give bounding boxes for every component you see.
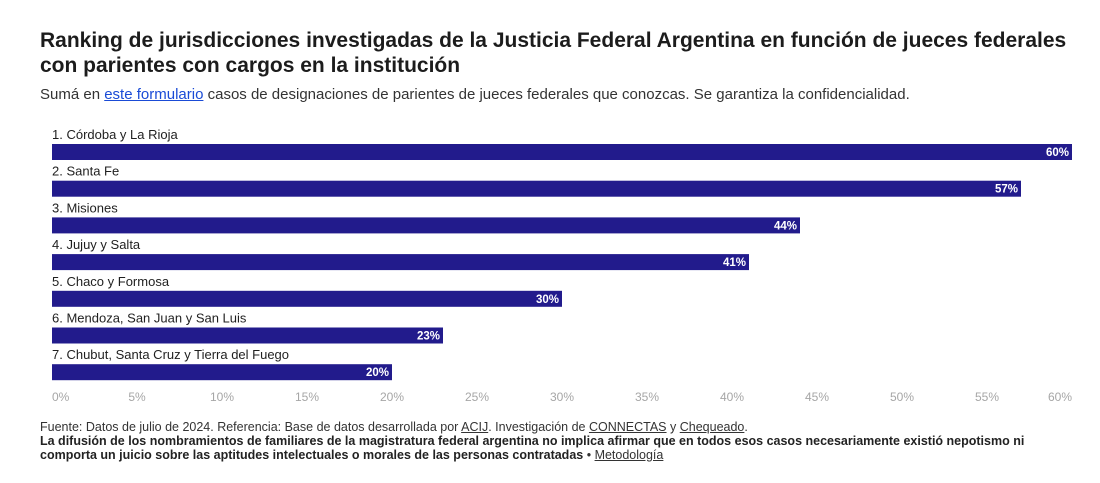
bar <box>52 254 749 271</box>
category-label: 4. Jujuy y Salta <box>52 237 141 252</box>
bar-value-label: 44% <box>774 220 797 232</box>
category-label: 2. Santa Fe <box>52 164 119 179</box>
x-tick-label: 60% <box>1048 390 1072 404</box>
bar-chart: 1. Córdoba y La Rioja 60% 2. Santa Fe 57% 3.… <box>52 127 1072 404</box>
subtitle-text-start: Sumá en <box>40 86 105 103</box>
source-text-c: y <box>666 420 680 434</box>
x-tick-label: 10% <box>210 390 234 404</box>
connectas-link[interactable]: CONNECTAS <box>588 420 667 434</box>
acij-link[interactable]: ACIJ <box>461 420 489 434</box>
x-tick-label: 0% <box>52 390 70 404</box>
category-label: 6. Mendoza, San Juan y San Luis <box>52 311 247 326</box>
chart-subtitle: Sumá en este formulario casos de designa… <box>40 85 1080 105</box>
category-label: 3. Misiones <box>52 200 118 215</box>
x-tick-label: 20% <box>380 390 404 404</box>
x-tick-label: 40% <box>720 390 744 404</box>
x-tick-label: 35% <box>635 390 659 404</box>
x-tick-label: 5% <box>128 390 146 404</box>
bar-value-label: 57% <box>995 184 1018 196</box>
footer: Fuente: Datos de julio de 2024. Referenc… <box>40 420 1080 462</box>
disclaimer: La difusión de los nombramientos de fami… <box>40 434 1080 462</box>
bar-value-label: 23% <box>417 331 440 343</box>
bar-value-label: 20% <box>366 367 389 379</box>
category-label: 1. Córdoba y La Rioja <box>52 127 179 142</box>
x-tick-label: 25% <box>465 390 489 404</box>
disclaimer-text: La difusión de los nombramientos de fami… <box>40 434 1025 462</box>
source-text-b: . Investigación de <box>488 420 589 434</box>
form-link[interactable]: este formulario <box>104 86 204 103</box>
bar-value-label: 60% <box>1046 147 1069 159</box>
chart-title: Ranking de jurisdicciones investigadas d… <box>40 29 1067 77</box>
separator: • <box>583 448 595 462</box>
chequeado-link[interactable]: Chequeado <box>679 420 745 434</box>
category-label: 7. Chubut, Santa Cruz y Tierra del Fuego <box>52 347 289 362</box>
header: Ranking de jurisdicciones investigadas d… <box>40 28 1080 105</box>
category-label: 5. Chaco y Formosa <box>52 274 170 289</box>
x-tick-label: 50% <box>890 390 914 404</box>
subtitle-text-end: casos de designaciones de parientes de j… <box>203 86 910 103</box>
bar-value-label: 30% <box>536 294 559 306</box>
x-tick-label: 55% <box>975 390 999 404</box>
bar <box>52 327 443 344</box>
x-tick-label: 45% <box>805 390 829 404</box>
bar <box>52 364 392 381</box>
source-text-d: . <box>744 420 748 434</box>
methodology-link[interactable]: Metodología <box>594 448 664 462</box>
bar <box>52 217 800 234</box>
bar <box>52 180 1021 197</box>
source-text-a: Fuente: Datos de julio de 2024. Referenc… <box>40 420 462 434</box>
bar <box>52 144 1072 160</box>
x-tick-label: 30% <box>550 390 574 404</box>
source-line: Fuente: Datos de julio de 2024. Referenc… <box>40 420 1080 434</box>
bar <box>52 290 562 307</box>
bar-value-label: 41% <box>723 257 746 269</box>
x-tick-label: 15% <box>295 390 319 404</box>
